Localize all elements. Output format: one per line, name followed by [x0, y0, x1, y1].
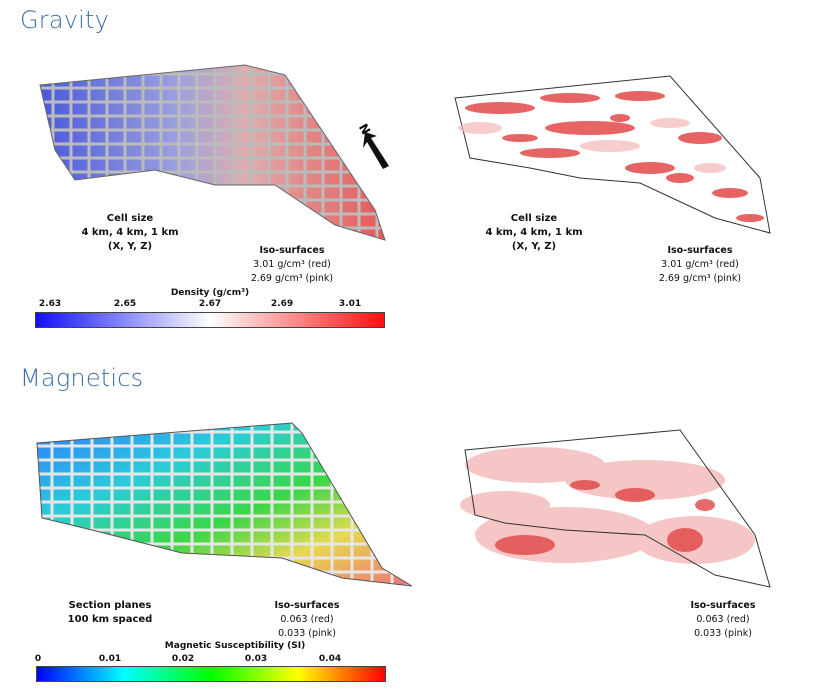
magnetics-section-title: Magnetics: [20, 364, 144, 392]
gravity-tick-label: 2.69: [270, 299, 294, 309]
magnetics-colorbar-gradient: [36, 666, 386, 682]
gravity-colorbar-title: Density (g/cm³): [170, 288, 250, 298]
magnetics-tick-label: 0: [34, 654, 42, 664]
magnetics-right-iso-surfaces-caption: Iso-surfaces 0.063 (red) 0.033 (pink): [690, 600, 756, 639]
magnetics-section-planes-image: [36, 422, 413, 587]
magnetics-tick-label: 0.03: [244, 654, 268, 664]
magnetics-tick-label: 0.01: [98, 654, 122, 664]
gravity-cell-size-caption: Cell size 4 km, 4 km, 1 km (X, Y, Z): [81, 213, 179, 252]
gravity-iso-surfaces-caption: Iso-surfaces 3.01 g/cm³ (red) 2.69 g/cm³…: [250, 245, 334, 284]
magnetics-tick-label: 0.02: [171, 654, 195, 664]
gravity-isosurface-model-image: [454, 75, 771, 234]
north-arrow-icon: N: [357, 122, 389, 169]
magnetics-colorbar-title: Magnetic Susceptibility (SI): [164, 641, 306, 651]
gravity-right-iso-surfaces-caption: Iso-surfaces 3.01 g/cm³ (red) 2.69 g/cm³…: [658, 245, 742, 284]
magnetics-iso-surfaces-caption: Iso-surfaces 0.063 (red) 0.033 (pink): [274, 600, 340, 639]
gravity-tick-label: 3.01: [338, 299, 362, 309]
gravity-density-model-image: [39, 64, 386, 241]
gravity-tick-label: 2.67: [198, 299, 222, 309]
gravity-colorbar-gradient: [35, 312, 385, 328]
gravity-tick-label: 2.65: [113, 299, 137, 309]
gravity-right-cell-size-caption: Cell size 4 km, 4 km, 1 km (X, Y, Z): [485, 213, 583, 252]
magnetics-tick-label: 0.04: [318, 654, 342, 664]
gravity-tick-label: 2.63: [38, 299, 62, 309]
magnetics-section-planes-caption: Section planes 100 km spaced: [67, 600, 153, 625]
magnetics-isosurface-model-image: [460, 429, 771, 588]
gravity-section-title: Gravity: [20, 6, 110, 34]
